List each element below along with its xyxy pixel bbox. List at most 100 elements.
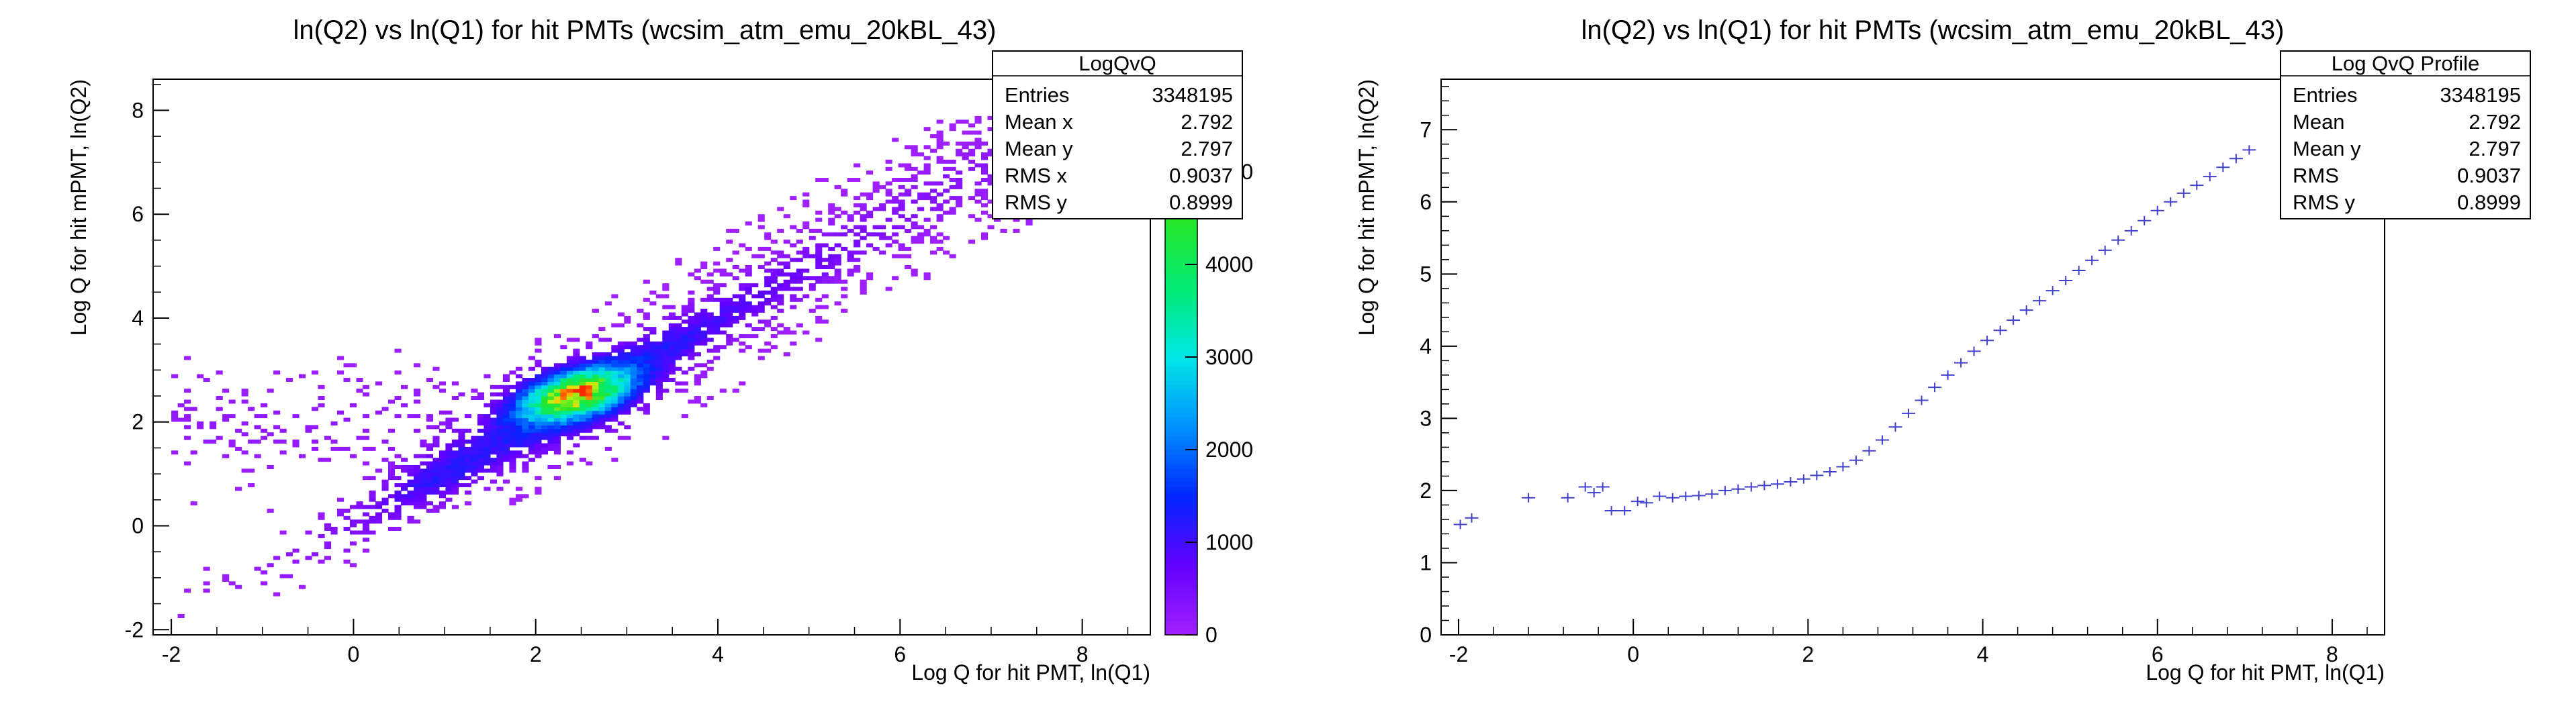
histogram-bin [184, 461, 191, 466]
histogram-bin [312, 440, 319, 444]
histogram-bin [535, 476, 542, 481]
histogram-bin [477, 392, 484, 397]
histogram-bin [694, 268, 701, 273]
histogram-bin [579, 392, 586, 397]
histogram-bin [917, 207, 925, 211]
histogram-bin [688, 338, 695, 342]
histogram-bin [535, 414, 542, 419]
histogram-bin [254, 425, 261, 430]
histogram-bin [356, 505, 363, 509]
histogram-bin [700, 370, 708, 375]
histogram-bin [770, 240, 778, 244]
histogram-bin [579, 407, 586, 411]
histogram-bin [604, 399, 612, 404]
histogram-bin [471, 468, 478, 473]
histogram-bin [222, 414, 230, 419]
histogram-bin [936, 203, 944, 207]
histogram-bin [439, 476, 446, 481]
histogram-bin [515, 410, 522, 415]
histogram-bin [777, 330, 784, 335]
histogram-bin [502, 403, 510, 407]
histogram-bin [943, 236, 950, 240]
histogram-bin [655, 378, 663, 382]
histogram-bin [956, 170, 963, 175]
histogram-bin [471, 389, 478, 393]
histogram-bin [943, 210, 950, 215]
histogram-bin [706, 294, 714, 299]
histogram-bin [509, 396, 516, 400]
colorbar-tick-label: 0 [1205, 623, 1217, 647]
histogram-bin [598, 327, 606, 332]
histogram-bin [553, 378, 561, 382]
histogram-bin [675, 261, 682, 266]
histogram-bin [821, 294, 829, 299]
histogram-bin [541, 417, 548, 422]
histogram-bin [337, 509, 344, 513]
histogram-bin [273, 425, 281, 430]
histogram-bin [203, 581, 210, 586]
histogram-bin [586, 407, 593, 411]
histogram-bin [381, 501, 389, 506]
histogram-bin [706, 327, 714, 332]
histogram-bin [541, 403, 548, 407]
histogram-bin [535, 348, 542, 353]
histogram-bin [502, 446, 510, 451]
histogram-bin [764, 276, 772, 281]
profile-point [1993, 325, 2007, 336]
histogram-bin [394, 512, 402, 517]
histogram-bin [905, 163, 912, 168]
histogram-bin [363, 385, 370, 389]
histogram-bin [318, 458, 325, 462]
histogram-bin [726, 309, 733, 313]
histogram-bin [350, 530, 357, 535]
histogram-bin [343, 509, 351, 513]
histogram-bin [879, 236, 886, 240]
histogram-bin [745, 345, 752, 350]
colorbar-segment [1165, 570, 1197, 575]
x-tick-label: 2 [530, 642, 542, 666]
histogram-bin [624, 410, 631, 415]
histogram-bin [649, 352, 657, 356]
histogram-bin [490, 432, 497, 437]
histogram-bin [764, 297, 772, 302]
histogram-bin [770, 268, 778, 273]
histogram-bin [528, 385, 535, 389]
histogram-bin [522, 410, 529, 415]
histogram-bin [286, 378, 293, 382]
histogram-bin [267, 389, 274, 393]
histogram-bin [694, 319, 701, 324]
histogram-bin [675, 327, 682, 332]
histogram-bin [675, 366, 682, 371]
histogram-bin [592, 381, 599, 386]
histogram-bin [981, 170, 988, 175]
histogram-bin [617, 421, 625, 425]
histogram-bin [566, 425, 573, 430]
histogram-bin [522, 399, 529, 404]
x-tick-label: 4 [712, 642, 724, 666]
histogram-bin [579, 458, 586, 462]
histogram-bin [541, 421, 548, 425]
histogram-bin [643, 403, 650, 407]
histogram-bin [184, 399, 191, 404]
histogram-bin [553, 366, 561, 371]
histogram-bin [586, 421, 593, 425]
histogram-bin [764, 319, 772, 324]
histogram-bin [688, 366, 695, 371]
histogram-bin [706, 319, 714, 324]
histogram-bin [502, 454, 510, 458]
histogram-bin [439, 410, 446, 415]
histogram-bin [509, 497, 516, 502]
histogram-bin [528, 458, 535, 462]
histogram-bin [713, 287, 721, 291]
histogram-bin [892, 196, 899, 201]
histogram-bin [911, 221, 918, 225]
histogram-bin [535, 421, 542, 425]
histogram-bin [541, 366, 548, 371]
histogram-bin [936, 138, 944, 142]
histogram-bin [764, 261, 772, 266]
histogram-bin [604, 352, 612, 356]
histogram-bin [210, 425, 217, 430]
histogram-bin [726, 258, 733, 262]
histogram-bin [745, 287, 752, 291]
colorbar-segment [1165, 528, 1197, 534]
